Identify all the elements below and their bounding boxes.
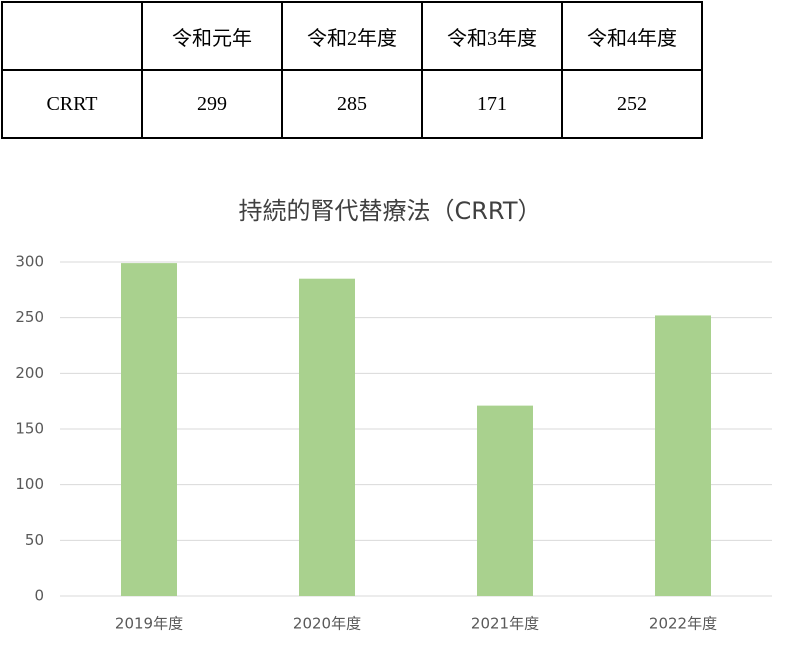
- x-tick-label: 2021年度: [471, 615, 539, 633]
- x-tick-label: 2020年度: [293, 615, 361, 633]
- y-tick-label: 250: [15, 308, 44, 326]
- header-cell: 令和2年度: [281, 1, 423, 71]
- data-row: CRRT 299 285 171 252: [1, 69, 703, 139]
- y-tick-label: 0: [34, 587, 44, 605]
- header-cell: 令和元年: [141, 1, 283, 71]
- header-row: 令和元年 令和2年度 令和3年度 令和4年度: [1, 1, 703, 71]
- y-tick-label: 150: [15, 420, 44, 438]
- bar: [121, 263, 177, 596]
- bar: [655, 315, 711, 596]
- y-tick-label: 200: [15, 364, 44, 382]
- y-tick-label: 300: [15, 253, 44, 271]
- chart-title: 持続的腎代替療法（CRRT）: [238, 197, 541, 225]
- cell: 252: [561, 69, 703, 139]
- y-tick-label: 50: [25, 531, 44, 549]
- data-table: 令和元年 令和2年度 令和3年度 令和4年度 CRRT 299 285 171 …: [1, 1, 703, 139]
- cell: 285: [281, 69, 423, 139]
- row-label: CRRT: [1, 69, 143, 139]
- x-tick-label: 2019年度: [115, 615, 183, 633]
- bar: [299, 278, 355, 596]
- y-tick-label: 100: [15, 475, 44, 493]
- corner-cell: [1, 1, 143, 71]
- header-cell: 令和3年度: [421, 1, 563, 71]
- cell: 299: [141, 69, 283, 139]
- header-cell: 令和4年度: [561, 1, 703, 71]
- cell: 171: [421, 69, 563, 139]
- bar: [477, 405, 533, 596]
- x-tick-label: 2022年度: [649, 615, 717, 633]
